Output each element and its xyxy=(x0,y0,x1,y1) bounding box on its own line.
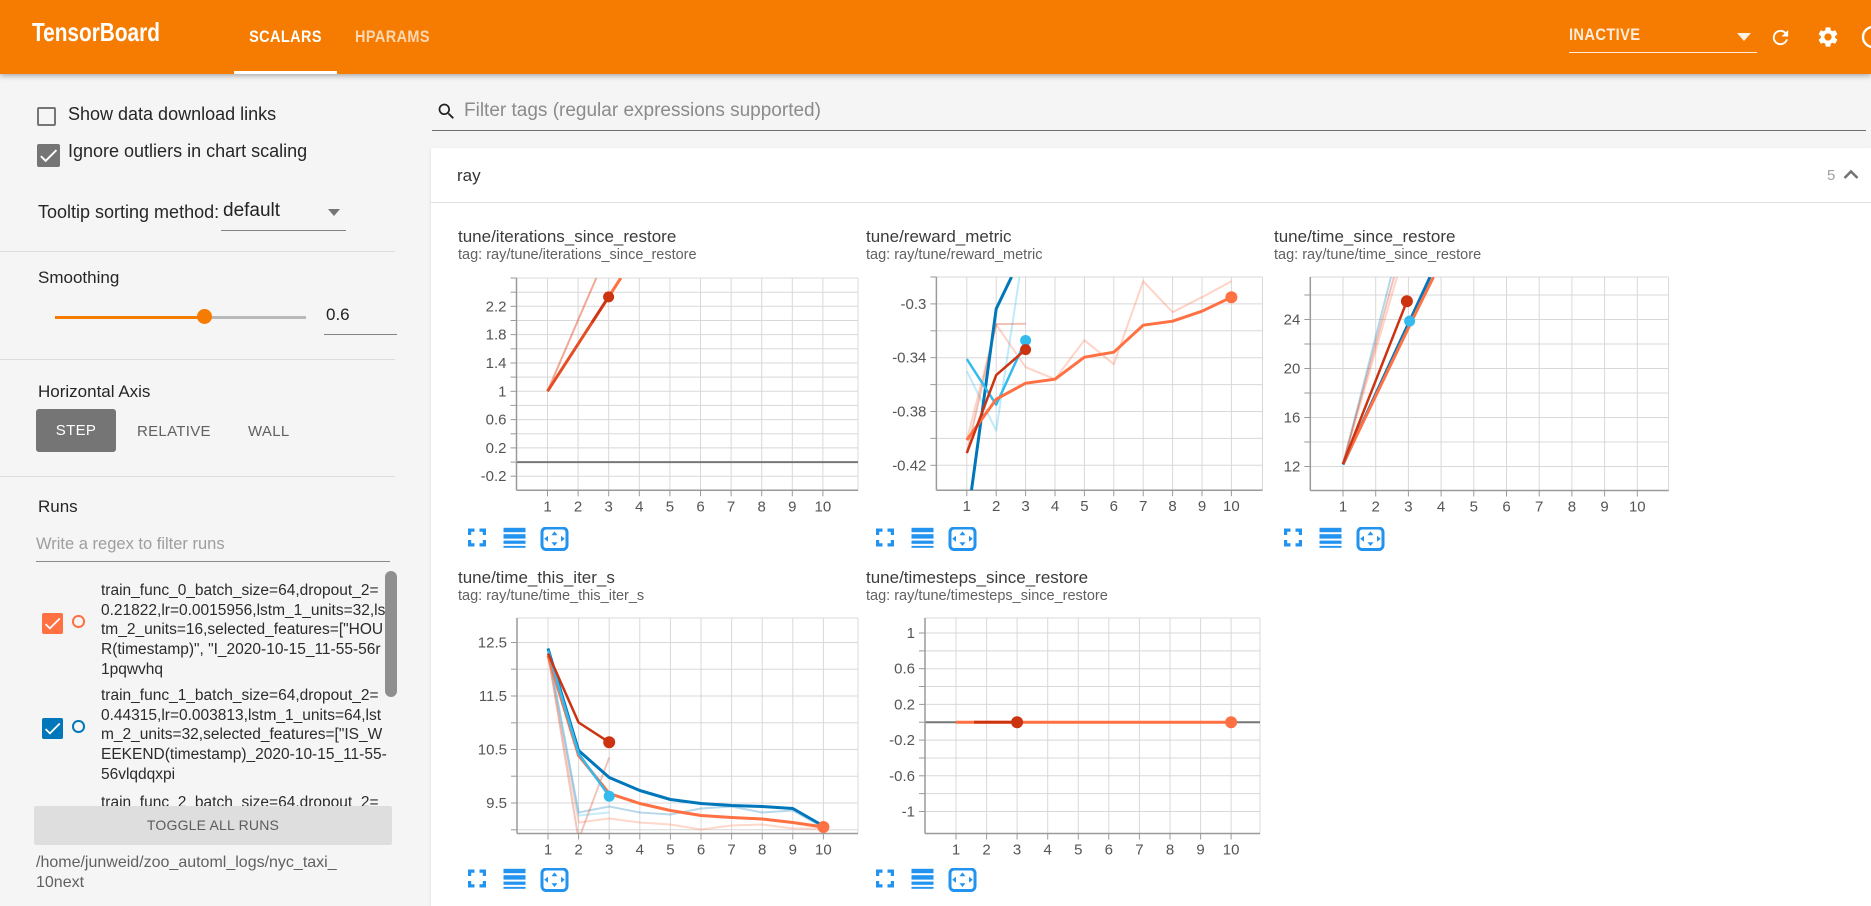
svg-text:5: 5 xyxy=(666,841,674,858)
svg-text:6: 6 xyxy=(696,498,704,515)
svg-text:-0.6: -0.6 xyxy=(889,767,915,784)
svg-text:9: 9 xyxy=(789,841,797,858)
svg-text:7: 7 xyxy=(1535,498,1543,515)
svg-text:-0.34: -0.34 xyxy=(892,349,926,366)
svg-text:10: 10 xyxy=(1223,498,1240,515)
svg-text:4: 4 xyxy=(1044,841,1052,858)
svg-text:9.5: 9.5 xyxy=(486,795,507,812)
svg-text:16: 16 xyxy=(1284,409,1301,426)
svg-text:2: 2 xyxy=(574,841,582,858)
svg-text:4: 4 xyxy=(636,841,644,858)
svg-text:7: 7 xyxy=(727,841,735,858)
svg-text:9: 9 xyxy=(1196,841,1204,858)
svg-text:8: 8 xyxy=(758,498,766,515)
svg-text:7: 7 xyxy=(1135,841,1143,858)
svg-text:8: 8 xyxy=(758,841,766,858)
svg-text:-1: -1 xyxy=(902,803,915,820)
svg-text:5: 5 xyxy=(666,498,674,515)
svg-text:1: 1 xyxy=(544,841,552,858)
svg-text:12.5: 12.5 xyxy=(478,634,507,651)
svg-text:10.5: 10.5 xyxy=(478,741,507,758)
svg-text:10: 10 xyxy=(1223,841,1240,858)
svg-text:-0.2: -0.2 xyxy=(889,732,915,749)
svg-text:1: 1 xyxy=(952,841,960,858)
svg-text:7: 7 xyxy=(1139,498,1147,515)
svg-text:3: 3 xyxy=(605,841,613,858)
svg-text:4: 4 xyxy=(635,498,643,515)
svg-text:-0.2: -0.2 xyxy=(481,468,507,485)
svg-text:1: 1 xyxy=(907,625,915,642)
svg-text:1.8: 1.8 xyxy=(486,326,507,343)
svg-text:8: 8 xyxy=(1568,498,1576,515)
svg-text:1: 1 xyxy=(963,498,971,515)
svg-text:0.6: 0.6 xyxy=(894,660,915,677)
svg-text:10: 10 xyxy=(815,841,832,858)
svg-text:2: 2 xyxy=(992,498,1000,515)
svg-text:12: 12 xyxy=(1284,458,1301,475)
svg-text:24: 24 xyxy=(1284,311,1301,328)
svg-text:3: 3 xyxy=(1013,841,1021,858)
svg-text:5: 5 xyxy=(1074,841,1082,858)
svg-text:9: 9 xyxy=(788,498,796,515)
svg-text:7: 7 xyxy=(727,498,735,515)
svg-text:5: 5 xyxy=(1080,498,1088,515)
svg-text:11.5: 11.5 xyxy=(479,688,507,705)
svg-text:9: 9 xyxy=(1600,498,1608,515)
svg-text:3: 3 xyxy=(605,498,613,515)
svg-text:6: 6 xyxy=(1105,841,1113,858)
svg-text:-0.42: -0.42 xyxy=(892,457,926,474)
svg-text:2.2: 2.2 xyxy=(486,298,507,315)
svg-text:10: 10 xyxy=(815,498,832,515)
svg-text:-0.38: -0.38 xyxy=(892,403,926,420)
svg-text:6: 6 xyxy=(1502,498,1510,515)
svg-text:10: 10 xyxy=(1629,498,1646,515)
svg-text:3: 3 xyxy=(1021,498,1029,515)
svg-text:1.4: 1.4 xyxy=(486,355,507,372)
svg-text:-0.3: -0.3 xyxy=(901,296,927,313)
svg-text:0.2: 0.2 xyxy=(486,440,507,457)
svg-text:2: 2 xyxy=(574,498,582,515)
svg-text:8: 8 xyxy=(1168,498,1176,515)
svg-text:5: 5 xyxy=(1470,498,1478,515)
svg-text:1: 1 xyxy=(543,498,551,515)
svg-text:1: 1 xyxy=(1339,498,1347,515)
svg-text:1: 1 xyxy=(498,383,506,400)
svg-text:2: 2 xyxy=(982,841,990,858)
svg-text:6: 6 xyxy=(697,841,705,858)
svg-text:20: 20 xyxy=(1284,360,1301,377)
svg-text:9: 9 xyxy=(1198,498,1206,515)
svg-text:4: 4 xyxy=(1437,498,1445,515)
svg-text:0.2: 0.2 xyxy=(894,696,915,713)
svg-text:8: 8 xyxy=(1166,841,1174,858)
svg-text:6: 6 xyxy=(1110,498,1118,515)
svg-text:0.6: 0.6 xyxy=(486,411,507,428)
svg-text:3: 3 xyxy=(1404,498,1412,515)
svg-text:2: 2 xyxy=(1372,498,1380,515)
svg-text:4: 4 xyxy=(1051,498,1059,515)
